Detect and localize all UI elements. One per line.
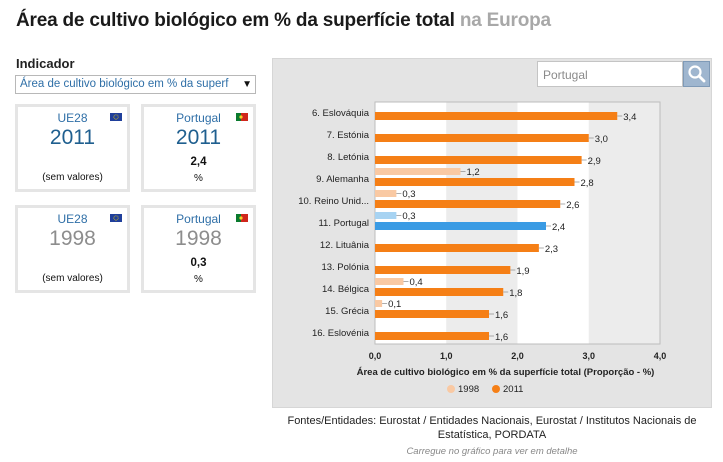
- bar-1998: [375, 278, 404, 285]
- x-tick-label: 4,0: [654, 351, 667, 361]
- grid-band: [588, 102, 660, 344]
- card-country-name: UE28: [57, 111, 88, 125]
- x-tick-label: 2,0: [511, 351, 524, 361]
- card-country-name: Portugal: [176, 212, 221, 226]
- bar-2011: [375, 310, 489, 318]
- bar-2011: [375, 332, 489, 340]
- category-label: 9. Alemanha: [316, 174, 370, 185]
- eu-flag-icon: [110, 113, 122, 121]
- bar-1998: [375, 168, 461, 175]
- page-title: Área de cultivo biológico em % da superf…: [16, 10, 551, 32]
- legend-marker-2011: [492, 385, 500, 393]
- card-country-name: UE28: [57, 212, 88, 226]
- bar-2011-label: 1,6: [495, 310, 508, 321]
- card-year: 1998: [175, 227, 222, 250]
- bar-2011: [375, 200, 561, 208]
- bar-1998-label: 0,3: [402, 211, 415, 222]
- card-portugal-2011[interactable]: Portugal 2011 2,4 %: [141, 104, 256, 192]
- x-tick-label: 0,0: [369, 351, 382, 361]
- bar-2011-label: 2,3: [545, 244, 558, 255]
- portugal-flag-icon: [236, 113, 248, 121]
- bar-2011: [375, 134, 589, 142]
- card-ue28-1998[interactable]: UE28 1998 (sem valores): [15, 205, 130, 293]
- search-button[interactable]: [683, 61, 710, 87]
- card-unit: %: [194, 173, 203, 184]
- card-no-values: (sem valores): [42, 172, 103, 183]
- card-unit: %: [194, 274, 203, 285]
- bar-2011-label: 2,4: [552, 222, 565, 233]
- search-input[interactable]: Portugal: [537, 61, 683, 87]
- category-label: 11. Portugal: [318, 218, 369, 229]
- bar-2011-label: 3,4: [623, 112, 636, 123]
- card-value: 2,4: [190, 156, 207, 168]
- bar-2011: [375, 288, 504, 296]
- bar-2011-label: 1,6: [495, 332, 508, 343]
- category-label: 6. Eslováquia: [312, 108, 370, 119]
- card-ue28-2011[interactable]: UE28 2011 (sem valores): [15, 104, 130, 192]
- bar-1998: [375, 212, 397, 219]
- card-year: 2011: [49, 126, 96, 149]
- bar-2011: [375, 112, 618, 120]
- bar-2011-label: 2,8: [581, 178, 594, 189]
- card-year: 2011: [175, 126, 222, 149]
- category-label: 16. Eslovénia: [312, 328, 370, 339]
- page-title-main: Área de cultivo biológico em % da superf…: [16, 10, 455, 31]
- card-portugal-1998[interactable]: Portugal 1998 0,3 %: [141, 205, 256, 293]
- category-label: 12. Lituânia: [320, 240, 370, 251]
- x-tick-label: 3,0: [582, 351, 595, 361]
- portugal-flag-icon: [236, 214, 248, 222]
- category-label: 13. Polónia: [321, 262, 369, 273]
- chart-hint: Carregue no gráfico para ver em detalhe: [406, 446, 578, 457]
- legend-label-2011: 2011: [503, 384, 523, 395]
- bar-2011-label: 2,6: [566, 200, 579, 211]
- indicator-selected-value: Área de cultivo biológico em % da superf: [20, 78, 229, 90]
- bar-1998-label: 1,2: [467, 167, 480, 178]
- bar-1998: [375, 300, 383, 307]
- bar-1998-label: 0,4: [410, 277, 423, 288]
- category-label: 14. Bélgica: [322, 284, 370, 295]
- bar-2011: [375, 178, 575, 186]
- category-label: 15. Grécia: [325, 306, 370, 317]
- bar-1998-label: 0,3: [402, 189, 415, 200]
- bar-2011-label: 1,9: [516, 266, 529, 277]
- bar-1998-label: 0,1: [388, 299, 401, 310]
- bar-2011-label: 1,8: [509, 288, 522, 299]
- sources-text: Fontes/Entidades: Eurostat / Entidades N…: [287, 415, 697, 441]
- indicator-label: Indicador: [16, 56, 75, 71]
- bar-2011: [375, 266, 511, 274]
- bar-2011: [375, 156, 582, 164]
- legend-marker-1998: [447, 385, 455, 393]
- legend-label-1998: 1998: [458, 384, 479, 395]
- card-no-values: (sem valores): [42, 273, 103, 284]
- x-tick-label: 1,0: [440, 351, 453, 361]
- card-value: 0,3: [190, 257, 207, 269]
- bar-1998: [375, 190, 397, 197]
- bar-2011: [375, 222, 546, 230]
- category-label: 8. Letónia: [327, 152, 369, 163]
- category-label: 10. Reino Unid...: [298, 196, 369, 207]
- bar-2011: [375, 244, 539, 252]
- bar-2011-label: 3,0: [595, 134, 608, 145]
- card-year: 1998: [49, 227, 96, 250]
- bar-2011-label: 2,9: [588, 156, 601, 167]
- indicator-select[interactable]: Área de cultivo biológico em % da superf…: [15, 75, 256, 94]
- eu-flag-icon: [110, 214, 122, 222]
- x-axis-label: Área de cultivo biológico em % da superf…: [357, 367, 655, 378]
- category-label: 7. Estónia: [327, 130, 370, 141]
- dropdown-arrow-icon: ▼: [242, 79, 252, 90]
- page-title-region: na Europa: [459, 10, 551, 31]
- search-icon: [688, 65, 706, 83]
- card-country-name: Portugal: [176, 111, 221, 125]
- bar-chart[interactable]: 0,0 1,0 2,0 3,0 4,0 Área de cultivo biológico…: [274, 94, 710, 404]
